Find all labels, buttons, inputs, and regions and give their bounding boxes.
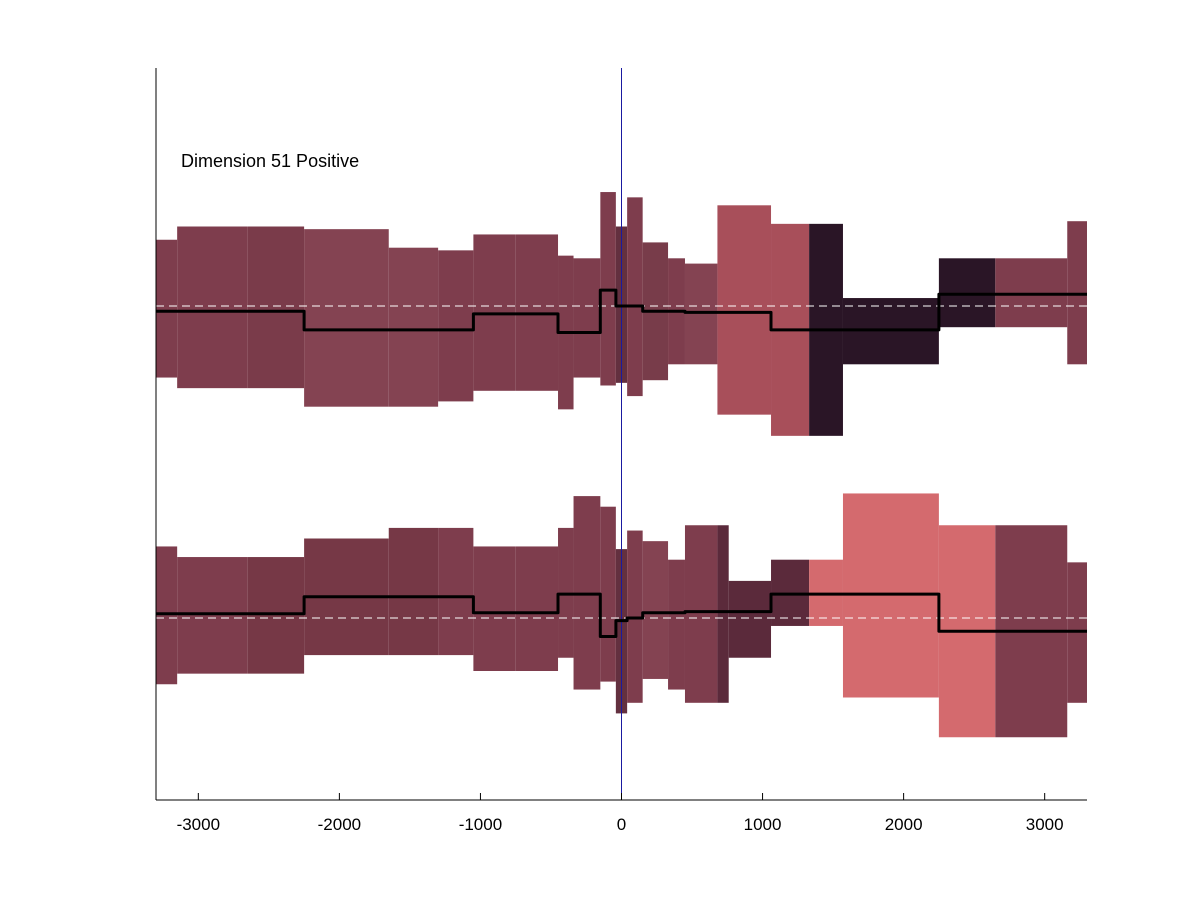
band-segment-track-1 bbox=[717, 205, 772, 415]
band-segment-track-1 bbox=[247, 226, 305, 389]
x-tick-label: -2000 bbox=[318, 815, 361, 834]
band-segment-track-2 bbox=[438, 527, 474, 656]
x-tick-label: -3000 bbox=[177, 815, 220, 834]
mean-line-layer bbox=[156, 288, 1087, 638]
mean-line-track-2 bbox=[156, 592, 1087, 638]
band-segment-track-2 bbox=[388, 527, 439, 656]
band-segment-track-1 bbox=[156, 239, 178, 378]
band-segment-track-2 bbox=[247, 557, 305, 674]
band-segment-track-1 bbox=[304, 229, 389, 407]
band-segment-track-1 bbox=[177, 226, 248, 389]
band-segment-track-1 bbox=[388, 247, 439, 407]
chart-annotation: Dimension 51 Positive bbox=[181, 151, 359, 171]
x-tick-label: 3000 bbox=[1026, 815, 1064, 834]
band-segment-track-2 bbox=[728, 580, 772, 658]
band-segment-track-2 bbox=[177, 557, 248, 674]
band-segment-track-2 bbox=[668, 559, 685, 690]
band-segment-track-2 bbox=[684, 525, 718, 703]
band-segment-track-1 bbox=[1067, 221, 1087, 365]
band-segment-track-1 bbox=[684, 263, 718, 365]
mean-line-track-1 bbox=[156, 288, 1087, 334]
x-tick-label: 2000 bbox=[885, 815, 923, 834]
band-segment-track-1 bbox=[573, 258, 601, 378]
band-segment-track-1 bbox=[938, 258, 996, 328]
band-segment-track-2 bbox=[473, 546, 516, 671]
band-segment-track-2 bbox=[642, 541, 669, 679]
x-tick-label: 1000 bbox=[744, 815, 782, 834]
band-segment-track-1 bbox=[438, 250, 474, 402]
x-tick-label: -1000 bbox=[459, 815, 502, 834]
band-segment-track-2 bbox=[156, 546, 178, 685]
axes-layer: -3000 -2000 -1000 0 1000 2000 3000 bbox=[155, 68, 1087, 834]
x-tick-label: 0 bbox=[617, 815, 626, 834]
band-segment-track-2 bbox=[600, 506, 616, 682]
band-segment-track-1 bbox=[995, 258, 1068, 328]
band-segment-track-1 bbox=[627, 197, 643, 397]
band-segment-track-2 bbox=[515, 546, 559, 671]
band-segment-track-2 bbox=[717, 525, 729, 703]
